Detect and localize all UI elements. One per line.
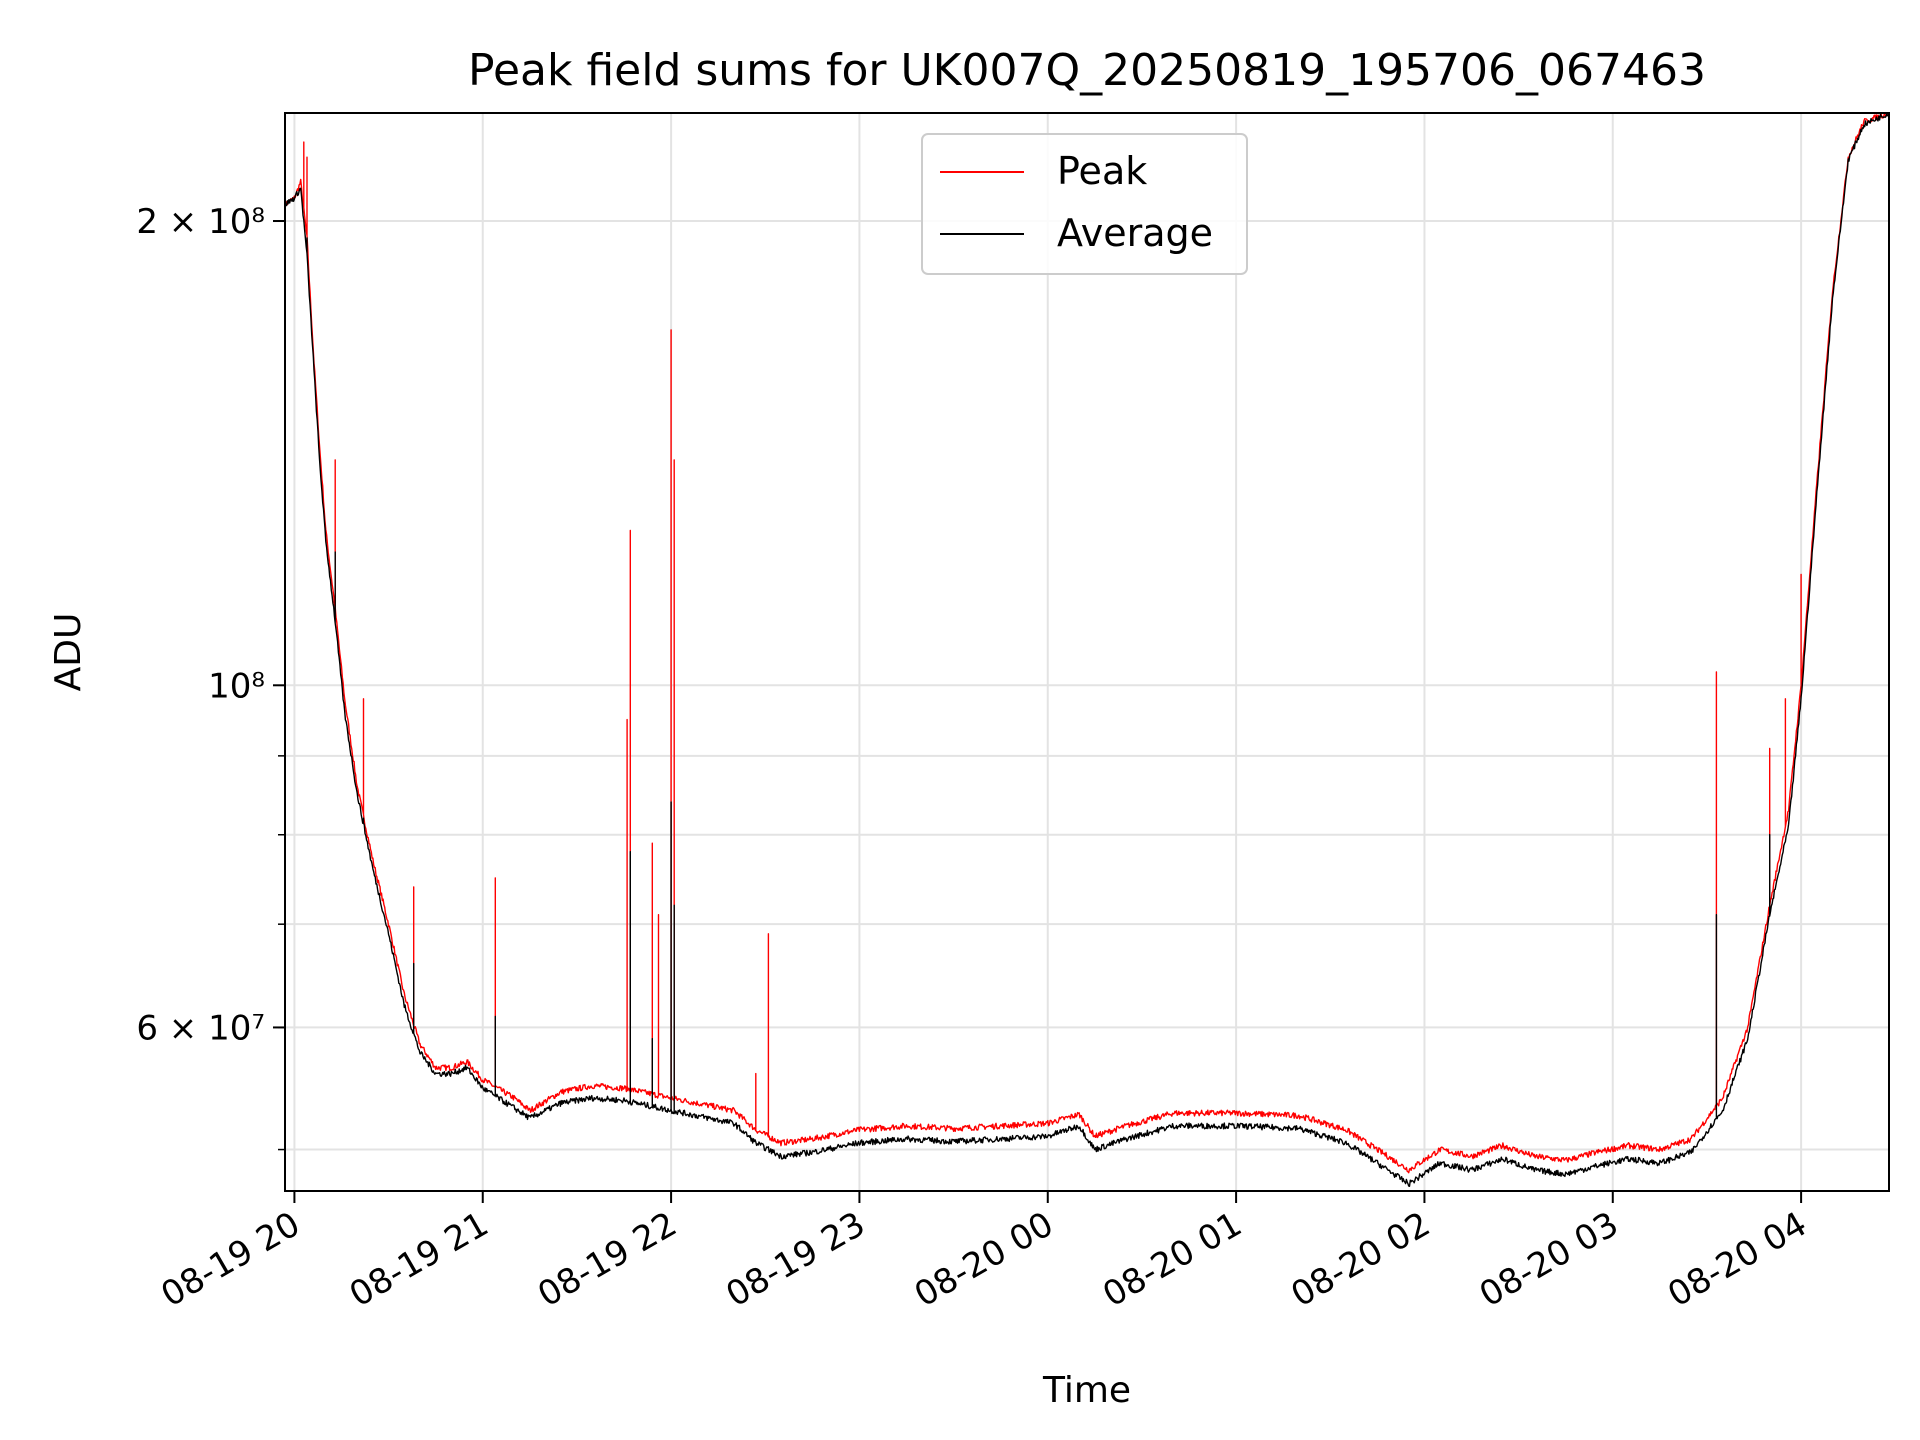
series-line-peak	[284, 112, 1890, 1174]
grid-lines	[285, 113, 1889, 1191]
series-line-average	[284, 112, 1890, 1187]
legend: Peak Average	[921, 133, 1248, 275]
legend-label-peak: Peak	[1057, 149, 1147, 193]
y-axis-label: ADU	[48, 613, 89, 692]
y-tick-label: 6 × 10⁷	[136, 1008, 265, 1048]
y-tick-label: 10⁸	[208, 666, 265, 706]
plot-frame	[284, 112, 1890, 1192]
legend-box	[921, 133, 1248, 275]
legend-label-average: Average	[1057, 211, 1213, 255]
chart-title: Peak field sums for UK007Q_20250819_1957…	[468, 45, 1706, 96]
y-tick-label: 2 × 10⁸	[136, 202, 265, 242]
plot-series	[284, 112, 1890, 1187]
x-axis-label: Time	[1042, 1370, 1131, 1411]
